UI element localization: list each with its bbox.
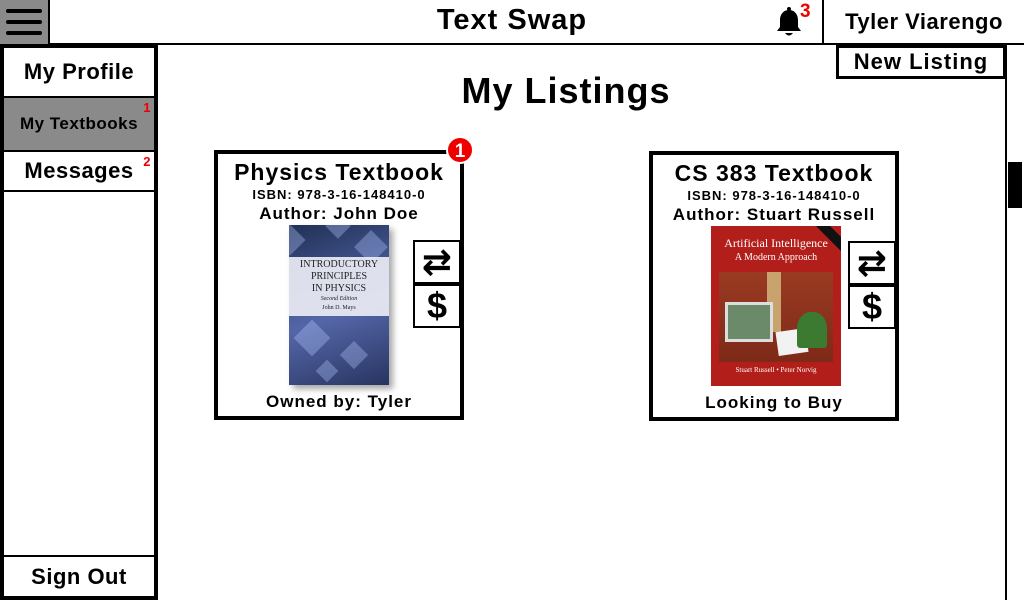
user-name[interactable]: Tyler Viarengo <box>822 0 1024 44</box>
top-bar: Text Swap 3 Tyler Viarengo <box>0 0 1024 45</box>
listing-card[interactable]: CS 383 Textbook ISBN: 978-3-16-148410-0 … <box>649 151 899 421</box>
notification-count-badge: 3 <box>800 1 811 22</box>
book-cover-image: Artificial Intelligence A Modern Approac… <box>711 226 841 386</box>
menu-line <box>6 31 42 35</box>
listing-author: Author: John Doe <box>259 204 419 223</box>
sidebar-item-my-profile[interactable]: My Profile <box>4 48 154 98</box>
cover-title: IN PHYSICS <box>311 283 367 294</box>
cover-pattern <box>339 340 369 370</box>
cover-illustration <box>719 272 833 362</box>
cover-pattern <box>289 225 306 256</box>
listing-card[interactable]: Physics Textbook ISBN: 978-3-16-148410-0… <box>214 136 474 420</box>
sidebar-item-messages[interactable]: Messages 2 <box>4 152 154 192</box>
listing-title: Physics Textbook <box>234 159 444 185</box>
listing-isbn: ISBN: 978-3-16-148410-0 <box>252 187 426 202</box>
cover-title: Artificial Intelligence <box>724 236 828 250</box>
cover-edition: Second Edition <box>320 296 358 302</box>
listing-status: Looking to Buy <box>705 393 843 412</box>
sidebar-badge: 1 <box>143 100 151 115</box>
dollar-icon[interactable]: $ <box>413 284 461 328</box>
cover-subtitle: A Modern Approach <box>734 252 818 263</box>
sidebar-badge: 2 <box>143 154 151 169</box>
sidebar-item-my-textbooks[interactable]: My Textbooks 1 <box>4 98 154 152</box>
listing-isbn: ISBN: 978-3-16-148410-0 <box>687 188 861 203</box>
sidebar-item-label: Messages <box>24 158 134 183</box>
dollar-icon[interactable]: $ <box>848 285 896 329</box>
page-title: My Listings <box>461 70 671 111</box>
cover-pattern <box>315 359 339 383</box>
cover-author: John D. Mays <box>322 305 356 311</box>
book-cover-image: INTRODUCTORY PRINCIPLES IN PHYSICS Secon… <box>289 225 389 385</box>
sidebar-item-label: My Profile <box>23 59 135 84</box>
notification-bell-icon[interactable] <box>772 6 806 40</box>
listing-status: Owned by: Tyler <box>266 392 412 411</box>
swap-icon[interactable]: ⇄ <box>848 241 896 285</box>
cover-authors: Stuart Russell • Peter Norvig <box>735 366 817 374</box>
listing-author: Author: Stuart Russell <box>672 205 876 224</box>
listing-notification-badge: 1 <box>446 136 474 164</box>
sidebar-item-label: My Textbooks <box>19 114 139 133</box>
cover-pattern <box>293 319 331 357</box>
sidebar: My Profile My Textbooks 1 Messages 2 Sig… <box>0 45 158 600</box>
cover-computer <box>725 302 773 342</box>
menu-line <box>6 20 42 24</box>
listing-title: CS 383 Textbook <box>674 160 874 186</box>
content-divider <box>1005 45 1007 600</box>
cover-title: PRINCIPLES <box>310 271 368 282</box>
cover-title-block: INTRODUCTORY PRINCIPLES IN PHYSICS Secon… <box>289 257 389 316</box>
sign-out-button[interactable]: Sign Out <box>4 555 154 596</box>
cover-title: INTRODUCTORY <box>299 259 379 270</box>
swap-icon[interactable]: ⇄ <box>413 240 461 284</box>
hamburger-menu-icon[interactable] <box>0 0 50 44</box>
new-listing-button[interactable]: New Listing <box>836 45 1006 79</box>
scrollbar-thumb[interactable] <box>1008 162 1022 208</box>
cover-pattern <box>325 225 351 239</box>
menu-line <box>6 9 42 13</box>
cover-plant <box>797 312 827 348</box>
